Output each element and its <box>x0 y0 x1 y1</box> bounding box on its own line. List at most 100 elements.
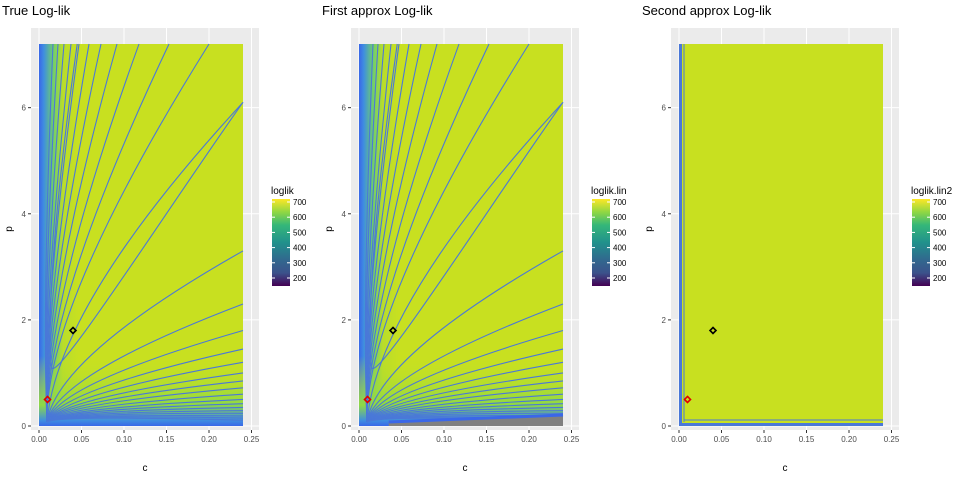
chart-title: First approx Log-lik <box>322 3 433 18</box>
y-tick-label: 2 <box>22 316 27 325</box>
contour-line <box>46 329 244 423</box>
legend-tick-label: 500 <box>613 228 627 237</box>
x-tick-label: 0.10 <box>116 435 132 444</box>
edge-contour-bottom <box>679 423 883 426</box>
y-tick-label: 4 <box>342 210 347 219</box>
contour-line <box>366 101 564 423</box>
y-tick-label: 6 <box>22 104 27 113</box>
contour-line <box>46 417 244 423</box>
y-axis-label: p <box>644 226 655 232</box>
legend-tick-label: 300 <box>293 259 307 268</box>
chart-panel-3: 0.00 0.05 0.10 0.15 0.20 0.25 0 2 4 6 c p Second app… <box>642 3 953 474</box>
y-tick-label: 4 <box>22 210 27 219</box>
legend-title: loglik <box>271 186 295 197</box>
legend-tick-label: 400 <box>933 244 947 253</box>
x-tick-label: 0.15 <box>479 435 495 444</box>
contour-line <box>366 348 564 423</box>
x-tick-label: 0.05 <box>394 435 410 444</box>
legend-colorbar <box>912 199 930 286</box>
contour-line <box>46 43 140 423</box>
x-tick-label: 0.25 <box>564 435 580 444</box>
point-black <box>708 326 718 335</box>
contour-line <box>46 43 170 423</box>
x-axis-label: c <box>143 463 148 474</box>
heatmap-field <box>679 44 883 426</box>
x-tick-label: 0.00 <box>31 435 47 444</box>
chart-title: Second approx Log-lik <box>642 3 772 18</box>
contour-line <box>366 372 564 423</box>
contour-line <box>366 43 530 423</box>
legend-title: loglik.lin2 <box>911 186 953 197</box>
point-red <box>683 395 692 404</box>
point-red <box>43 395 52 404</box>
contour-line <box>46 361 244 423</box>
chart-panel-1: 0.00 0.05 0.10 0.15 0.20 0.25 0 2 4 6 c p True Log-l… <box>2 3 307 474</box>
chart-title: True Log-lik <box>2 3 71 18</box>
legend-tick-label: 300 <box>613 259 627 268</box>
contour-line <box>46 303 244 423</box>
chart-panel-2: 0.00 0.05 0.10 0.15 0.20 0.25 0 2 4 6 c p First appr… <box>322 3 627 474</box>
y-tick-label: 6 <box>662 104 667 113</box>
legend-tick-label: 500 <box>933 228 947 237</box>
contour-line <box>366 329 564 423</box>
contour-line <box>46 101 244 423</box>
y-tick-label: 0 <box>22 422 27 431</box>
contour-lines <box>44 43 244 423</box>
x-tick-label: 0.25 <box>884 435 900 444</box>
x-tick-label: 0.00 <box>671 435 687 444</box>
contour-line <box>369 43 564 370</box>
legend-colorbar <box>272 199 290 286</box>
x-tick-label: 0.25 <box>244 435 260 444</box>
contour-line <box>49 43 244 370</box>
contour-line <box>46 250 244 423</box>
legend-tick-label: 400 <box>613 244 627 253</box>
legend-tick-label: 300 <box>933 259 947 268</box>
x-tick-label: 0.15 <box>799 435 815 444</box>
contour-line <box>46 372 244 423</box>
x-axis-label: c <box>463 463 468 474</box>
contour-line <box>366 361 564 423</box>
x-tick-label: 0.10 <box>756 435 772 444</box>
legend-tick-label: 200 <box>613 274 627 283</box>
contour-lines <box>364 43 564 423</box>
x-tick-label: 0.20 <box>841 435 857 444</box>
edge-contour-left <box>679 44 682 426</box>
x-tick-label: 0.10 <box>436 435 452 444</box>
contour-line <box>366 303 564 423</box>
legend-tick-label: 700 <box>293 198 307 207</box>
legend-colorbar <box>592 199 610 286</box>
x-tick-label: 0.20 <box>201 435 217 444</box>
y-tick-label: 0 <box>662 422 667 431</box>
legend-title: loglik.lin <box>591 186 627 197</box>
x-tick-label: 0.05 <box>74 435 90 444</box>
masked-edge <box>388 413 564 424</box>
point-red <box>363 395 372 404</box>
y-tick-label: 2 <box>662 316 667 325</box>
point-black <box>388 326 398 335</box>
x-axis-label: c <box>783 463 788 474</box>
legend-tick-label: 200 <box>293 274 307 283</box>
x-tick-label: 0.05 <box>714 435 730 444</box>
y-axis-label: p <box>324 226 335 232</box>
legend-tick-label: 600 <box>933 213 947 222</box>
legend-tick-label: 600 <box>293 213 307 222</box>
legend-tick-label: 400 <box>293 244 307 253</box>
x-tick-label: 0.00 <box>351 435 367 444</box>
y-axis-label: p <box>4 226 15 232</box>
contour-line <box>366 250 564 423</box>
legend-tick-label: 200 <box>933 274 947 283</box>
x-tick-label: 0.15 <box>159 435 175 444</box>
y-tick-label: 2 <box>342 316 347 325</box>
contour-line <box>366 43 490 423</box>
legend-tick-label: 700 <box>613 198 627 207</box>
legend-tick-label: 600 <box>613 213 627 222</box>
contour-line <box>46 43 210 423</box>
contour-line <box>46 348 244 423</box>
y-tick-label: 4 <box>662 210 667 219</box>
legend-tick-label: 500 <box>293 228 307 237</box>
